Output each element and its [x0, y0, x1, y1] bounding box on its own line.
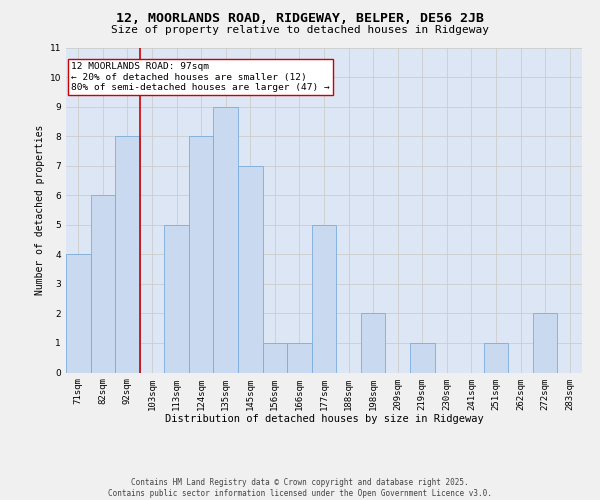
Bar [91, 195, 115, 372]
Bar [263, 343, 287, 372]
Bar [214, 106, 238, 372]
Bar [238, 166, 263, 372]
Bar [484, 343, 508, 372]
Bar [312, 225, 336, 372]
Y-axis label: Number of detached properties: Number of detached properties [35, 125, 46, 295]
Text: Contains HM Land Registry data © Crown copyright and database right 2025.
Contai: Contains HM Land Registry data © Crown c… [108, 478, 492, 498]
Bar [361, 314, 385, 372]
Text: Size of property relative to detached houses in Ridgeway: Size of property relative to detached ho… [111, 25, 489, 35]
Bar [115, 136, 140, 372]
Text: 12, MOORLANDS ROAD, RIDGEWAY, BELPER, DE56 2JB: 12, MOORLANDS ROAD, RIDGEWAY, BELPER, DE… [116, 12, 484, 26]
Bar [287, 343, 312, 372]
Bar [533, 314, 557, 372]
Bar [410, 343, 434, 372]
Bar [164, 225, 189, 372]
X-axis label: Distribution of detached houses by size in Ridgeway: Distribution of detached houses by size … [164, 414, 484, 424]
Text: 12 MOORLANDS ROAD: 97sqm
← 20% of detached houses are smaller (12)
80% of semi-d: 12 MOORLANDS ROAD: 97sqm ← 20% of detach… [71, 62, 330, 92]
Bar [66, 254, 91, 372]
Bar [189, 136, 214, 372]
